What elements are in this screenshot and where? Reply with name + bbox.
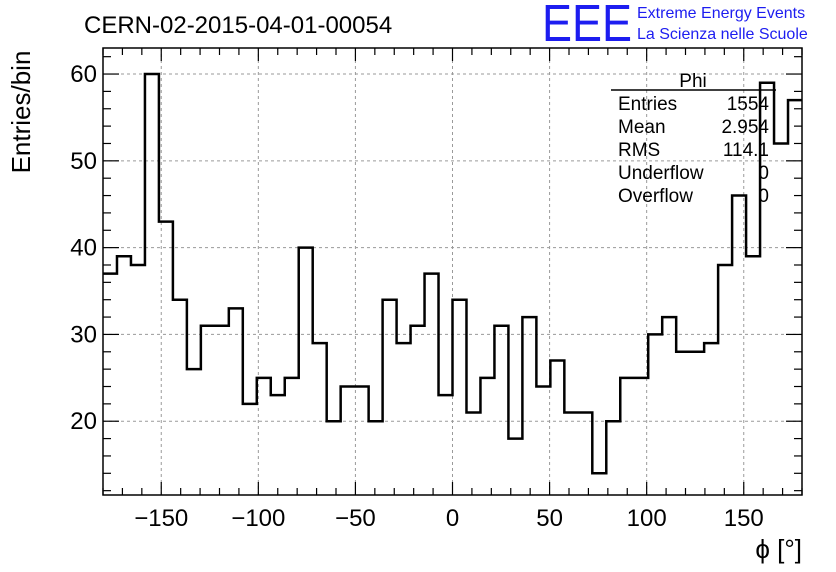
eee-logo: EEE Extreme Energy Events La Scienza nel… <box>542 0 808 53</box>
logo-line-1: Extreme Energy Events <box>637 5 805 22</box>
stats-value: 1554 <box>727 94 770 115</box>
x-tick-label: 50 <box>536 505 563 532</box>
x-tick-label: 0 <box>446 505 459 532</box>
stats-value: 0 <box>758 186 769 207</box>
x-tick-label: 150 <box>724 505 764 532</box>
y-tick-label: 40 <box>70 235 97 262</box>
stats-label: RMS <box>618 140 660 161</box>
stats-title: Phi <box>679 71 706 92</box>
x-tick-label: 100 <box>627 505 667 532</box>
stats-value: 114.1 <box>723 140 769 161</box>
logo-line-2: La Scienza nelle Scuole <box>637 26 808 43</box>
stats-value: 2.954 <box>721 117 769 138</box>
stats-value: 0 <box>758 163 769 184</box>
stats-label: Underflow <box>618 163 704 184</box>
y-axis-label: Entries/bin <box>6 51 36 174</box>
stats-rows: Entries 1554 Mean 2.954 RMS 114.1 Underflow 0 Ov… <box>618 94 769 207</box>
x-axis-label: ϕ [°] <box>755 534 802 564</box>
grid-lines <box>103 48 802 495</box>
y-tick-label: 30 <box>70 321 97 348</box>
eee-logo-mark: EEE <box>542 0 632 53</box>
x-tick-label: −50 <box>335 505 376 532</box>
stats-box: Phi Entries 1554 Mean 2.954 RMS 114.1 Underflo… <box>611 71 776 207</box>
x-tick-label: −150 <box>134 505 188 532</box>
stats-label: Overflow <box>618 186 693 207</box>
stats-label: Entries <box>618 94 677 115</box>
stats-label: Mean <box>618 117 666 138</box>
x-tick-label: −100 <box>231 505 285 532</box>
y-tick-label: 60 <box>70 61 97 88</box>
y-tick-label: 50 <box>70 148 97 175</box>
chart-title: CERN-02-2015-04-01-00054 <box>84 12 392 39</box>
y-tick-label: 20 <box>70 408 97 435</box>
